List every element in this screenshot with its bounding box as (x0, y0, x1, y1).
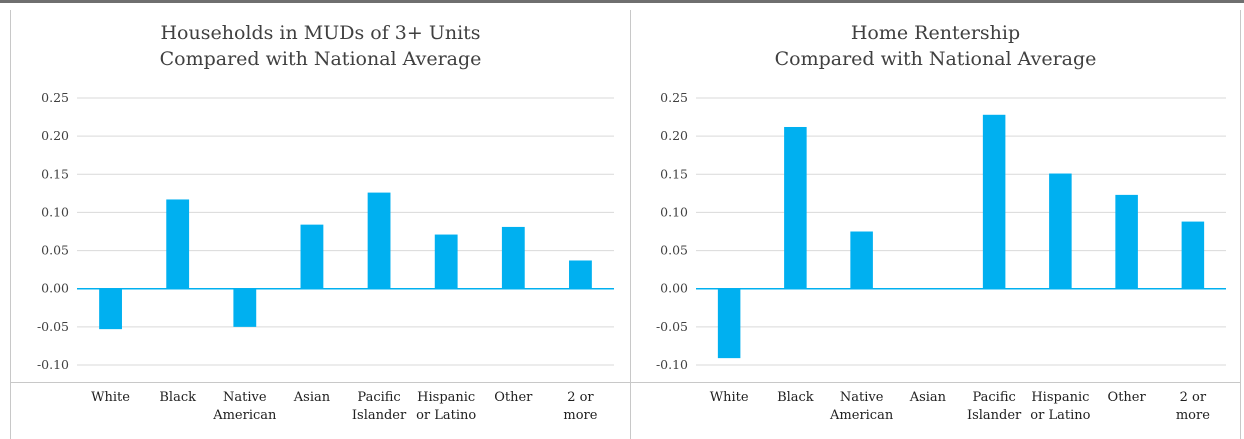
y-tick-label: 0.10 (41, 204, 69, 219)
category-label: 2 or (567, 390, 594, 405)
y-tick-label: -0.10 (37, 357, 69, 372)
category-label: Islander (967, 408, 1022, 423)
y-tick-label: 0.25 (660, 90, 688, 105)
bar-other (1115, 194, 1138, 289)
bar-2-or-more (1181, 221, 1205, 289)
bar-white (99, 288, 122, 330)
y-tick-label: 0.20 (660, 128, 688, 143)
category-label: Asian (293, 390, 331, 405)
category-divider (11, 382, 630, 383)
bar-other (501, 226, 525, 289)
category-label: Black (777, 390, 814, 405)
category-label: Black (159, 390, 196, 405)
bar-asian (300, 224, 324, 289)
y-tick-label: 0.05 (41, 243, 69, 258)
category-label: Other (1108, 390, 1147, 405)
category-label: Asian (909, 390, 947, 405)
y-tick-label: 0.15 (41, 166, 69, 181)
bar-black (784, 126, 807, 289)
bar-chart-home-rentership: 0.25 0.20 0.15 0.10 0.05 0.00 -0.05 -0.10 White B… (656, 90, 1226, 423)
chart-panel-home-rentership: Home Rentership Compared with National A… (631, 10, 1241, 439)
y-tick-label: 0.25 (41, 90, 69, 105)
bar-native-american (850, 231, 873, 289)
category-label: or Latino (416, 408, 476, 423)
category-label: Pacific (972, 390, 1015, 405)
category-label: Native (840, 390, 884, 405)
bar-pacific-islander (982, 114, 1006, 289)
y-tick-label: -0.05 (656, 319, 688, 334)
category-label: more (1176, 408, 1210, 423)
top-border (0, 0, 1244, 3)
y-tick-label: 0.15 (660, 166, 688, 181)
category-label: more (563, 408, 597, 423)
bar-chart-households-muds: 0.25 0.20 0.15 0.10 0.05 0.00 -0.05 -0.10 White B… (37, 90, 614, 423)
y-tick-label: -0.05 (37, 319, 69, 334)
category-label: Native (223, 390, 267, 405)
bar-pacific-islander (367, 192, 391, 289)
category-label: or Latino (1030, 408, 1090, 423)
category-label: 2 or (1180, 390, 1207, 405)
category-label: White (710, 390, 749, 405)
category-label: Hispanic (417, 390, 475, 405)
chart-panel-households-muds: Households in MUDs of 3+ Units Compared … (10, 10, 631, 439)
chart-title: Households in MUDs of 3+ Units Compared … (11, 20, 630, 72)
chart-subtitle-line: Compared with National Average (159, 48, 482, 70)
category-divider (631, 382, 1240, 383)
chart-title-line: Households in MUDs of 3+ Units (160, 22, 481, 44)
bar-hispanic-or-latino (1049, 173, 1072, 289)
chart-title-line: Home Rentership (850, 22, 1021, 44)
y-tick-label: -0.10 (656, 357, 688, 372)
category-label: Hispanic (1031, 390, 1089, 405)
category-label: White (91, 390, 130, 405)
bar-2-or-more (569, 260, 592, 289)
category-label: Islander (352, 408, 407, 423)
chart-title: Home Rentership Compared with National A… (631, 20, 1240, 72)
chart-subtitle-line: Compared with National Average (774, 48, 1097, 70)
bar-white (717, 288, 741, 359)
category-label: American (212, 408, 277, 423)
y-tick-label: 0.10 (660, 204, 688, 219)
bar-black (166, 199, 190, 289)
bar-native-american (233, 288, 257, 327)
y-tick-label: 0.20 (41, 128, 69, 143)
bar-hispanic-or-latino (434, 234, 458, 289)
category-label: American (829, 408, 894, 423)
y-tick-label: 0.00 (41, 281, 69, 296)
category-label: Pacific (357, 390, 400, 405)
y-tick-label: 0.05 (660, 243, 688, 258)
category-label: Other (494, 390, 533, 405)
y-tick-label: 0.00 (660, 281, 688, 296)
